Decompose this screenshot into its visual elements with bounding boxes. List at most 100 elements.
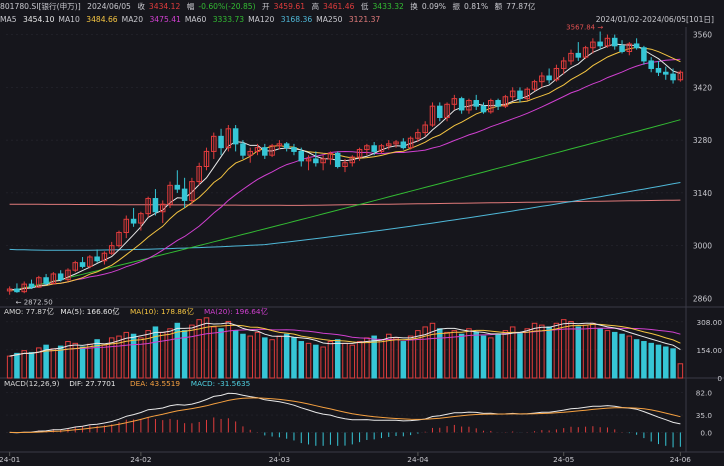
amo-bar xyxy=(517,331,523,379)
legend-value-ma20: 3475.41 xyxy=(149,15,181,24)
amo-y-tick-label: 308.00 xyxy=(696,318,722,327)
candle-body xyxy=(560,60,567,69)
candle-body xyxy=(36,277,42,288)
amo-bar xyxy=(393,337,399,379)
candle-body xyxy=(517,90,523,100)
amo-bar xyxy=(327,341,334,379)
amo-ma10-line xyxy=(9,323,681,357)
candle-body xyxy=(553,67,560,81)
date-range: 2024/01/02-2024/06/05[101日] xyxy=(595,15,714,24)
candle-body xyxy=(108,245,115,254)
candle-body xyxy=(123,218,130,233)
candle-body xyxy=(320,158,326,164)
amo-bar xyxy=(94,339,100,379)
amo-bar xyxy=(546,326,552,379)
candle-body xyxy=(524,88,531,100)
amo-bar xyxy=(371,335,377,379)
candle-body xyxy=(385,143,392,147)
candle-body xyxy=(174,184,181,190)
amo-bar xyxy=(43,344,49,379)
amo-bar xyxy=(531,322,538,379)
candle-body xyxy=(356,149,363,158)
amo-bar xyxy=(6,355,13,379)
candle-body xyxy=(575,52,582,58)
open-value: 3459.61 xyxy=(273,2,306,11)
amo-bar xyxy=(590,322,596,379)
amo-bar xyxy=(415,330,421,379)
amo-bar xyxy=(211,326,217,379)
candle-body xyxy=(14,288,20,293)
high-label: 高 xyxy=(311,2,320,11)
amo-bar xyxy=(568,320,574,379)
candle-body xyxy=(597,41,603,47)
header-bar: 801780.SI[银行(申万)] 2024/06/05 收 3434.12 幅-… xyxy=(0,0,724,13)
candle-body xyxy=(655,67,662,73)
candle-body xyxy=(159,203,166,213)
security-code: 801780.SI[银行(申万)] xyxy=(0,2,81,11)
amo-bar xyxy=(320,346,326,379)
candle-body xyxy=(568,52,574,62)
macd-legend-item: MACD: -31.5635 xyxy=(191,379,250,388)
amo-bar xyxy=(225,320,232,379)
amo-bar xyxy=(262,337,268,379)
candle-body xyxy=(247,150,253,156)
amo-bar xyxy=(480,335,487,379)
amo-bar xyxy=(65,341,71,379)
amo-bar xyxy=(582,324,589,379)
amo-bar xyxy=(655,344,662,379)
amo-bar xyxy=(553,322,560,379)
candle-body xyxy=(582,47,589,58)
amo-bar xyxy=(575,326,582,379)
candle-body xyxy=(79,262,86,267)
candle-body xyxy=(509,90,516,98)
amo-legend-item: MA(10): 178.86亿 xyxy=(130,307,194,316)
amo-bar xyxy=(334,339,341,379)
amo-bar xyxy=(152,326,159,379)
candle-body xyxy=(240,143,246,156)
amo-bar xyxy=(385,333,392,379)
amo-bar xyxy=(400,341,407,379)
amo-bar xyxy=(466,328,472,379)
candle-body xyxy=(72,262,79,271)
candle-body xyxy=(276,143,283,147)
y-tick-label: 3280 xyxy=(693,136,712,145)
amo-bar xyxy=(619,333,625,379)
candle-body xyxy=(145,198,151,215)
candle-body xyxy=(633,43,640,49)
amo-legend-item: MA(20): 196.64亿 xyxy=(204,307,268,316)
amo-bar xyxy=(232,330,239,379)
candle-body xyxy=(283,143,290,149)
legend-value-ma5: 3454.10 xyxy=(23,15,55,24)
dea-line xyxy=(9,397,681,434)
candle-body xyxy=(269,145,275,156)
candle-body xyxy=(473,100,479,107)
amo-bar xyxy=(670,348,676,379)
high-value: 3461.46 xyxy=(323,2,355,11)
amo-bar xyxy=(218,328,224,379)
amo-bar xyxy=(79,346,86,379)
candle-body xyxy=(101,252,108,262)
amo-legend-item: MA(5): 166.60亿 xyxy=(60,307,119,316)
candle-body xyxy=(502,96,509,107)
high-annotation: 3567.84 → xyxy=(566,24,603,32)
amo-bar xyxy=(145,330,151,379)
candle-body xyxy=(641,47,647,62)
candle-body xyxy=(87,256,93,267)
candle-body xyxy=(116,231,122,247)
amo-bar xyxy=(444,331,450,379)
candle-body xyxy=(648,60,654,69)
change-value: -0.60%(-20.85) xyxy=(198,2,256,11)
amo-ma5-line xyxy=(9,322,681,357)
amo-bar xyxy=(305,342,312,379)
amo-bar xyxy=(108,337,115,379)
y-tick-label: 3140 xyxy=(693,189,712,198)
amo-bar xyxy=(502,330,509,379)
amo-bar xyxy=(181,330,188,379)
candle-body xyxy=(495,100,501,107)
candle-body xyxy=(437,105,443,118)
candle-body xyxy=(57,273,64,281)
x-tick-label: 24-05 xyxy=(553,455,574,464)
candle-body xyxy=(626,43,633,53)
amo-bar xyxy=(50,348,57,379)
y-tick-label: 3000 xyxy=(693,242,712,251)
